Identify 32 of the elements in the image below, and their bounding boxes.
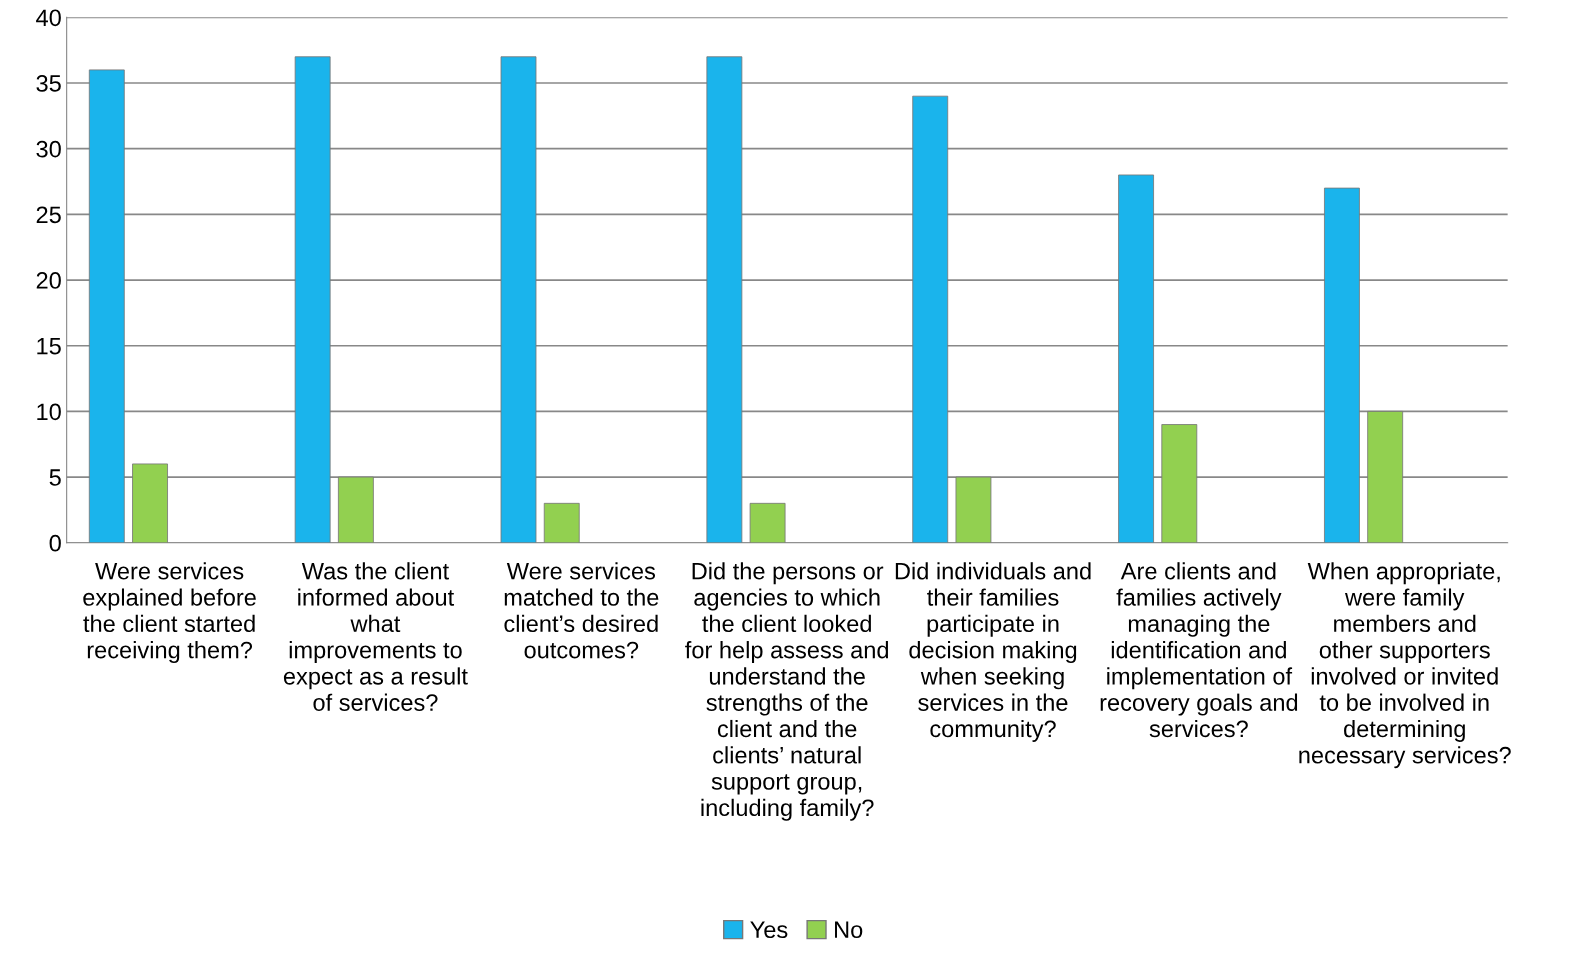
y-tick-label: 30 xyxy=(36,140,61,158)
bar xyxy=(706,56,743,543)
bar xyxy=(1324,187,1360,543)
bar xyxy=(749,502,786,543)
category-label: Did the persons or agencies to which the client looked for help assess and understand the strengths of the client and the clients’ natural support group, including family? xyxy=(685,562,889,821)
y-tick-label: 15 xyxy=(37,338,61,355)
legend-label: Yes xyxy=(750,921,788,939)
x-tick-label: Did individuals and their families participate in decision making when seeking services in the community? xyxy=(895,562,1091,742)
bar xyxy=(912,95,949,543)
y-tick-label: 10 xyxy=(37,403,61,421)
x-tick-label: Are clients and families actively managing the identification and implementation of recovery goals and services? xyxy=(1100,562,1298,738)
bar xyxy=(88,69,125,543)
x-tick-label: Was the client informed about what improvements to expect as a result of services? xyxy=(283,562,468,711)
y-tick-label: 35 xyxy=(36,75,61,92)
bar xyxy=(955,476,992,543)
bar xyxy=(132,463,168,543)
y-tick-label: 40 xyxy=(36,9,61,27)
x-tick-label: Were services matched to the client’s desired outcomes? xyxy=(504,562,659,659)
bar xyxy=(1367,410,1404,543)
y-tick-label: 20 xyxy=(36,272,61,289)
bar xyxy=(337,476,374,543)
bar xyxy=(1161,424,1198,543)
legend-label: No xyxy=(835,921,863,939)
y-tick-label: 0 xyxy=(49,534,61,552)
bar xyxy=(500,56,537,543)
bar xyxy=(543,502,580,543)
y-tick-label: 5 xyxy=(49,469,61,486)
x-tick-label: Were services explained before the client started receiving them? xyxy=(83,562,256,664)
bar xyxy=(294,56,331,543)
bar xyxy=(1118,174,1154,543)
x-tick-label: When appropriate, were family members and other supporters involved or invited to be involved in determining necessary services? xyxy=(1299,562,1511,769)
y-tick-label: 25 xyxy=(36,206,61,224)
